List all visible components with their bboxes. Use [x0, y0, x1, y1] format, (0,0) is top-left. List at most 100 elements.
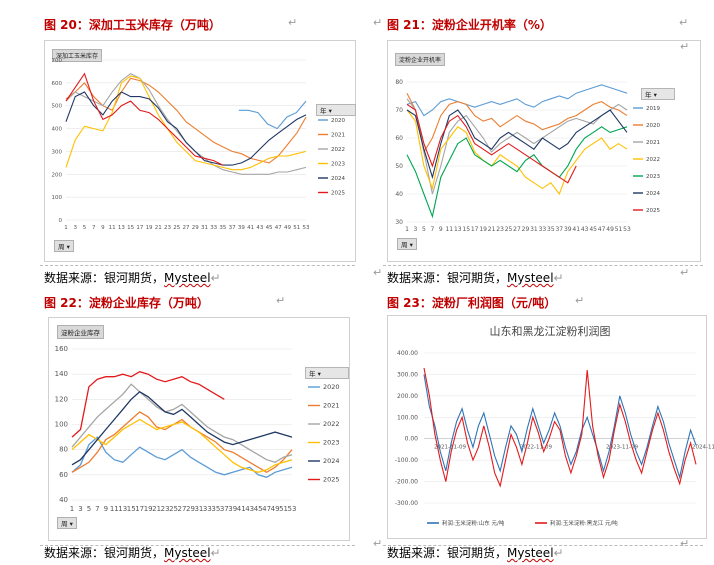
- x-tick-label: 25: [169, 505, 178, 513]
- x-tick-label: 19: [479, 226, 487, 233]
- figure-label: 图 23：: [387, 296, 432, 310]
- figure-caption: 深加工玉米库存（万吨）: [88, 18, 221, 32]
- source-label: 数据来源：银河期货，: [44, 271, 165, 285]
- week-filter-button[interactable]: 周 ▾: [57, 517, 77, 529]
- x-tick-label: 53: [303, 225, 310, 231]
- legend-label-2025: 2025: [331, 191, 345, 197]
- x-tick-label: 37: [555, 226, 563, 233]
- x-tick-label: 9: [101, 225, 105, 231]
- x-tick-label: 27: [178, 505, 187, 513]
- x-tick-label: 5: [422, 226, 426, 233]
- figure-23: 图 23：淀粉厂利润图（元/吨） ↵ 山东和黑龙江淀粉利润图 400.00 300.…: [357, 285, 714, 565]
- x-tick-label: 29: [192, 225, 199, 231]
- paragraph-mark-icon: ↵: [680, 40, 690, 53]
- series-line-2020: [406, 92, 628, 154]
- y-tick-label: 60: [395, 135, 403, 142]
- chart-frame: [48, 317, 350, 541]
- paragraph-mark-icon: ↵: [575, 294, 585, 307]
- paragraph-mark-icon: ↵: [373, 16, 383, 29]
- y-tick-label: 700: [52, 58, 63, 64]
- divider: [383, 265, 703, 266]
- x-tick-label: 37: [220, 505, 229, 513]
- series-line-2025: [71, 370, 225, 438]
- x-tick-label: 31: [530, 226, 538, 233]
- x-tick-label: 15: [127, 225, 134, 231]
- legend-label-2020: 2020: [331, 118, 345, 124]
- x-tick-label: 41: [247, 225, 254, 231]
- x-tick-label: 31: [194, 505, 203, 513]
- legend-label-2021: 2021: [323, 402, 340, 410]
- series-line-2023: [406, 126, 628, 219]
- series-line-2022: [406, 109, 628, 196]
- legend-label-2020: 2020: [323, 383, 340, 391]
- y-tick-label: 500: [52, 104, 63, 110]
- x-tick-label: 37: [229, 225, 236, 231]
- x-tick-label: 33: [203, 505, 212, 513]
- x-tick-label: 11: [110, 505, 119, 513]
- series-line-2025: [406, 103, 577, 184]
- series-line-2023: [65, 75, 307, 171]
- legend-label-2021: 2021: [646, 140, 660, 146]
- figure-20: 图 20：深加工玉米库存（万吨） ↵ 深加工玉米库存 0 100 200 300 400…: [0, 0, 357, 285]
- x-tick-label: 31: [201, 225, 208, 231]
- y-tick-label: -200.00: [395, 479, 418, 486]
- x-tick-label: 29: [186, 505, 195, 513]
- x-tick-label: 11: [445, 226, 453, 233]
- series-line-2025: [65, 72, 224, 166]
- y-tick-label: 80: [395, 79, 403, 86]
- x-tick-label: 7: [92, 225, 96, 231]
- y-tick-label: 50: [395, 163, 403, 170]
- x-tick-label: 27: [183, 225, 190, 231]
- y-tick-label: 160: [55, 345, 68, 353]
- y-tick-label: 400.00: [397, 350, 418, 357]
- paragraph-mark-icon: ↵: [276, 294, 286, 307]
- legend-filter-button[interactable]: 年 ▾: [641, 88, 675, 100]
- legend-filter-button[interactable]: 年 ▾: [305, 367, 349, 379]
- source-brand: Mysteel: [164, 271, 211, 285]
- y-tick-label: 300.00: [397, 371, 418, 378]
- x-tick-label: 49: [606, 226, 614, 233]
- x-tick-label: 1: [70, 505, 74, 513]
- series-line-2022: [71, 383, 293, 464]
- paragraph-mark-icon: ↵: [288, 16, 298, 29]
- legend-filter-button[interactable]: 年 ▾: [316, 104, 356, 116]
- x-tick-label: 17: [471, 226, 479, 233]
- x-tick-label: 17: [136, 225, 143, 231]
- figure-21: 图 21：淀粉企业开机率（%） ↵ 淀粉企业开机率 30 40 50 60 70 80 1 3…: [357, 0, 714, 285]
- x-tick-label: 1: [64, 225, 68, 231]
- y-tick-label: 40: [395, 191, 403, 198]
- series-line-2023: [71, 418, 293, 473]
- x-tick-label: 49: [284, 225, 291, 231]
- y-tick-label: 600: [52, 81, 63, 87]
- x-tick-label: 51: [279, 505, 288, 513]
- week-filter-button[interactable]: 周 ▾: [54, 240, 74, 252]
- source-brand: Mysteel: [164, 546, 211, 560]
- x-tick-label: 15: [462, 226, 470, 233]
- x-tick-label: 51: [293, 225, 300, 231]
- x-tick-label: 45: [589, 226, 597, 233]
- x-tick-label: 43: [256, 225, 263, 231]
- legend-label-2021: 2021: [331, 133, 345, 139]
- x-tick-label: 21: [155, 225, 162, 231]
- chart-title: 山东和黑龙江淀粉利润图: [490, 324, 611, 338]
- y-tick-label: 80: [59, 446, 68, 454]
- x-tick-label: 23: [164, 225, 171, 231]
- x-tick-label: 7: [95, 505, 99, 513]
- legend-label-0: 利润:玉米淀粉:山东 元/吨: [442, 519, 505, 527]
- week-filter-button[interactable]: 周 ▾: [397, 238, 417, 250]
- x-tick-label: 39: [228, 505, 237, 513]
- x-tick-label: 45: [266, 225, 273, 231]
- x-tick-label: 43: [581, 226, 589, 233]
- x-tick-label: 51: [615, 226, 623, 233]
- x-tick-label: 21: [488, 226, 496, 233]
- legend-label-2022: 2022: [646, 157, 660, 163]
- figure-title: 图 23：淀粉厂利润图（元/吨）: [387, 294, 556, 311]
- x-tick-label: 21: [152, 505, 161, 513]
- y-tick-label: 100: [55, 421, 68, 429]
- x-tick-label: 5: [83, 225, 87, 231]
- x-tick-label: 1: [405, 226, 409, 233]
- legend-label-2023: 2023: [323, 439, 340, 447]
